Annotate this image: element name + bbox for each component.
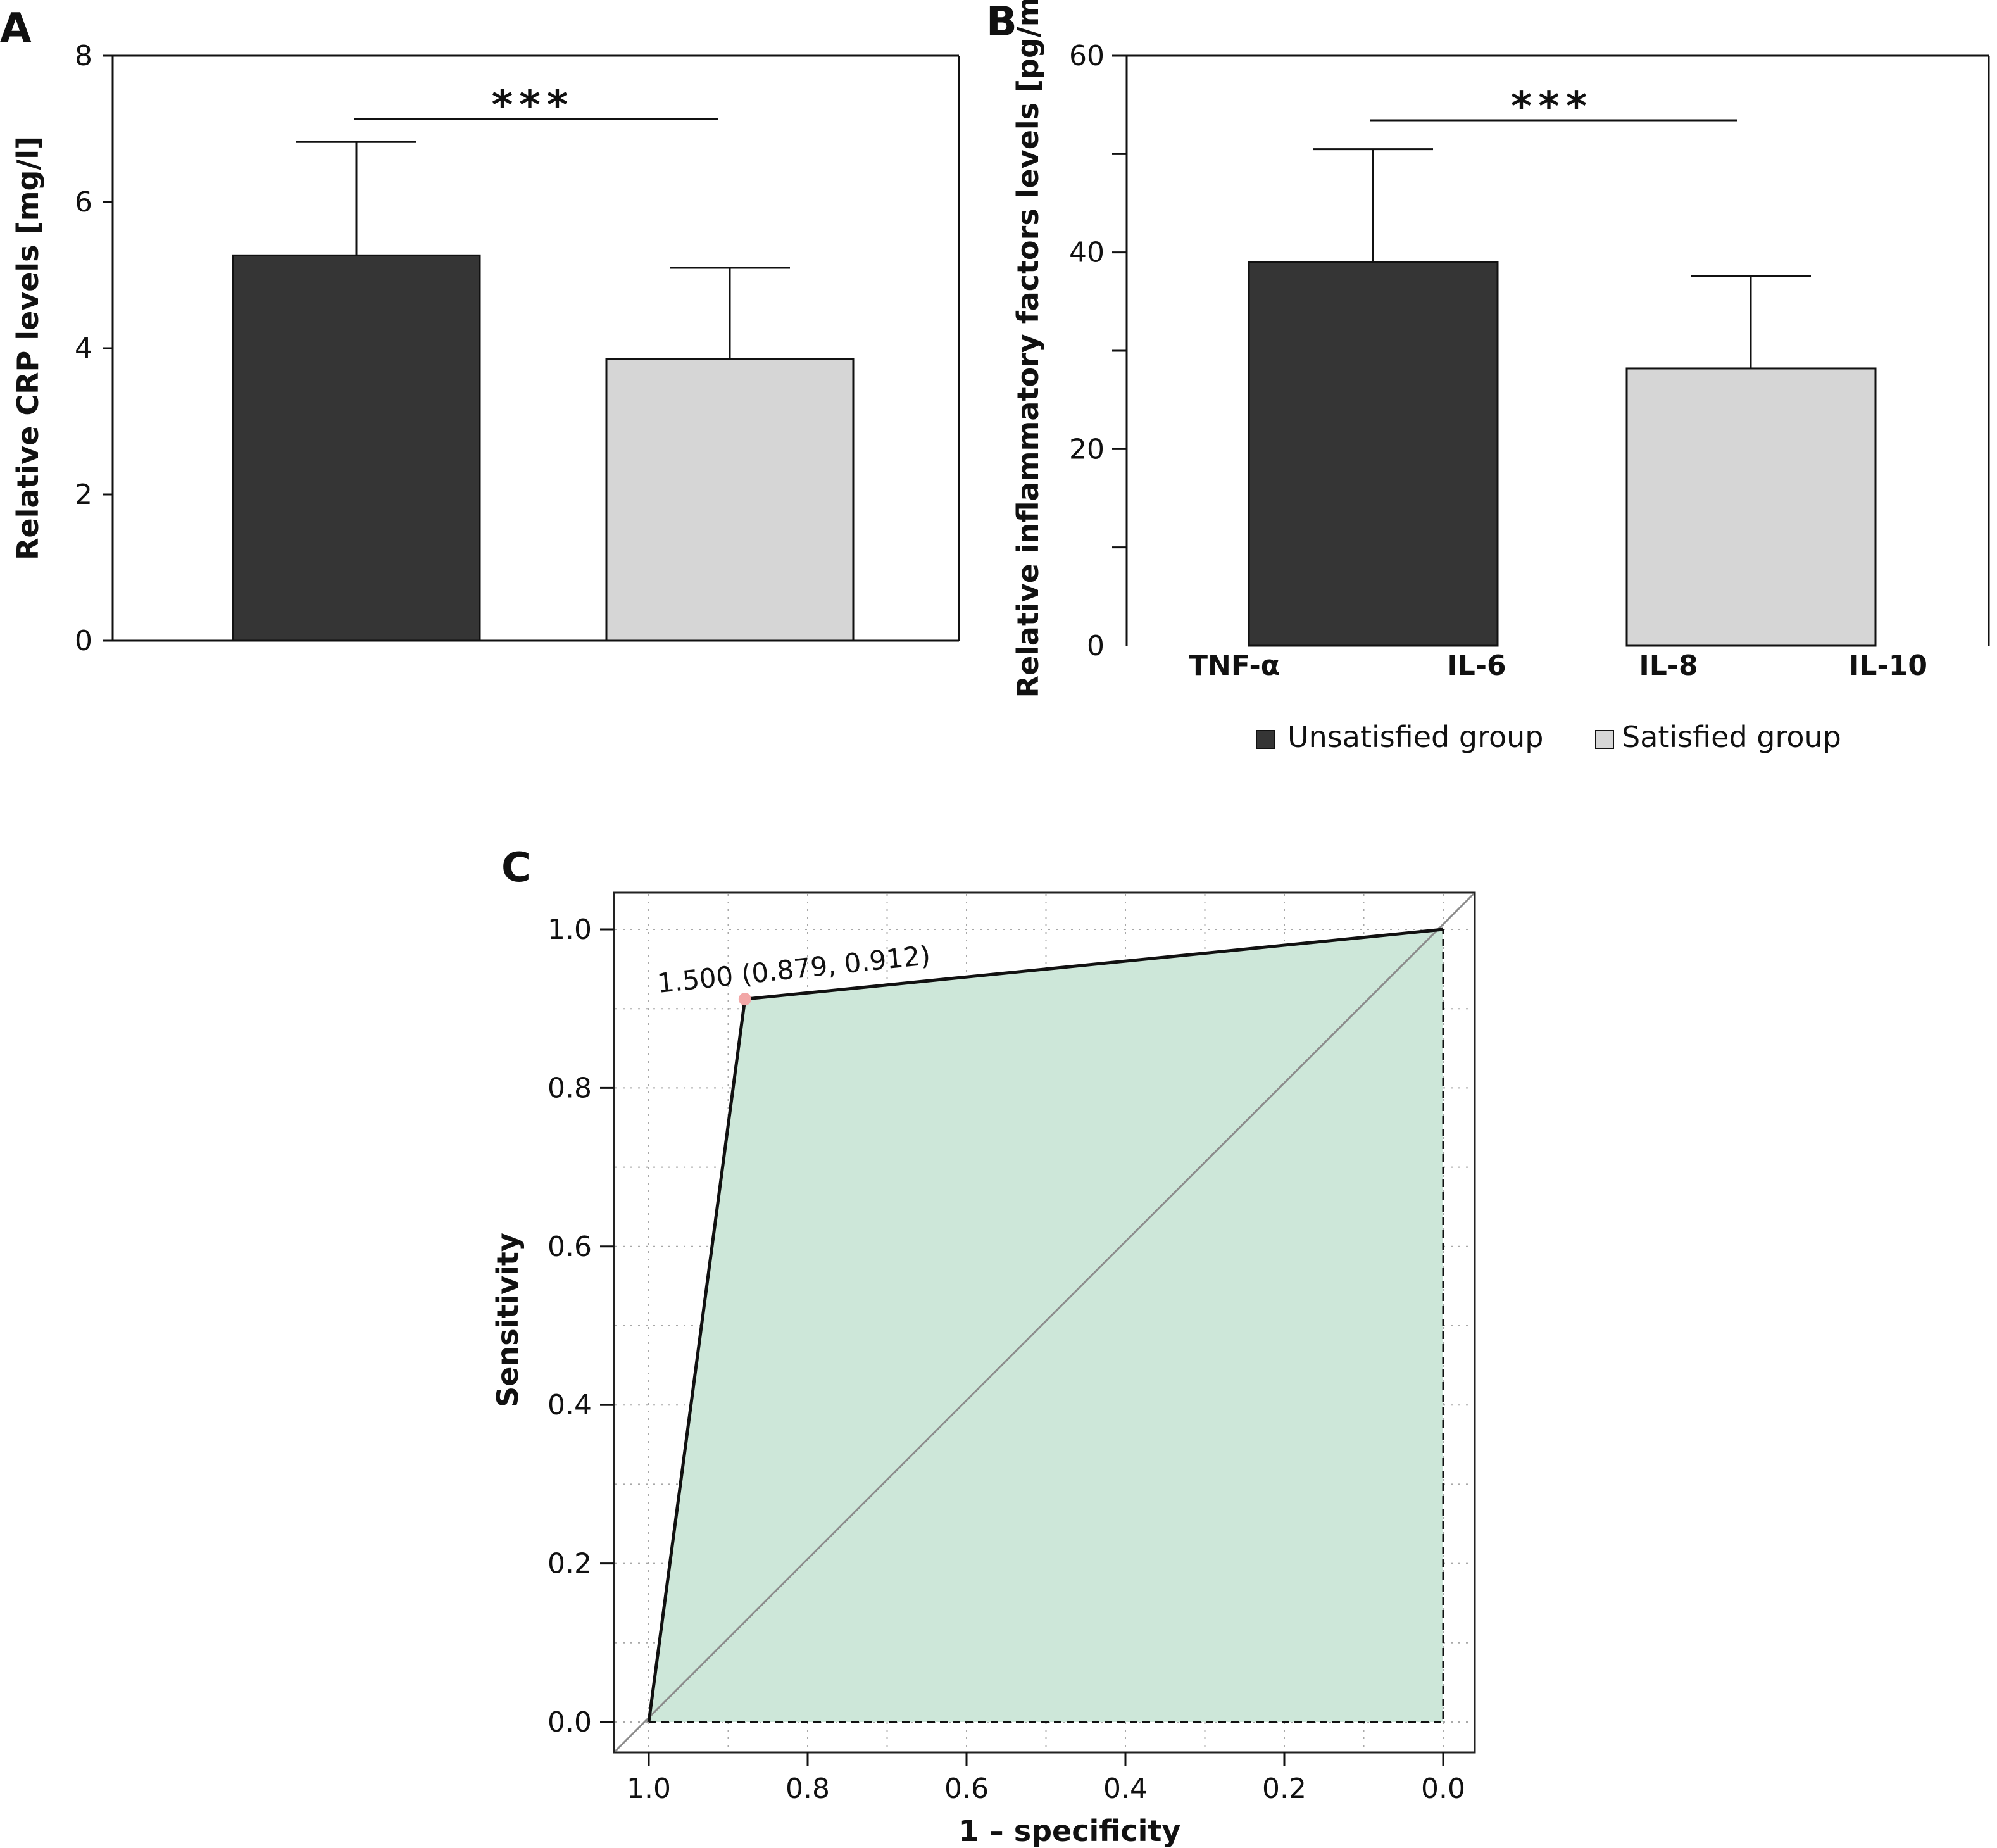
- legend-label-unsatisfied: Unsatisfied group: [1287, 720, 1543, 754]
- panel-a-significance: ***: [354, 82, 718, 129]
- panel-a-bar-satisfied: [605, 358, 855, 642]
- panel-c-y-tick-label: 1.0: [548, 914, 592, 946]
- panel-c-y-tick-label: 0.8: [548, 1072, 592, 1104]
- panel-c: C 1.500 (0.879, 0.912) 1.0 0.8 0.6 0.4 0.2 0.…: [491, 845, 1476, 1848]
- category-label-il-10: IL-10: [1849, 650, 1927, 682]
- panel-a-bar-unsatisfied: [232, 254, 481, 642]
- panel-b: B 0 20 40 60 Relative inflammatory factors …: [986, 0, 1990, 754]
- panel-a-letter: A: [0, 5, 32, 52]
- panel-a-y-axis: 0 2 4 6 8: [75, 40, 113, 657]
- panel-c-x-axis-title: 1 – specificity: [959, 1814, 1181, 1848]
- panel-b-bars: [1248, 148, 1877, 647]
- panel-a-y-tick-label: 8: [75, 40, 92, 72]
- panel-b-bar-unsatisfied: [1248, 261, 1499, 647]
- panel-b-letter: B: [986, 0, 1017, 46]
- panel-a: A 0 2 4 6 8 Relative CRP levels [mg/l] ***: [0, 5, 960, 657]
- panel-a-y-axis-title: Relative CRP levels [mg/l]: [11, 136, 45, 560]
- category-label-il-6: IL-6: [1447, 650, 1506, 682]
- panel-b-y-tick-label: 40: [1069, 237, 1105, 269]
- panel-a-y-tick-label: 0: [75, 625, 92, 657]
- panel-b-y-tick-label: 20: [1069, 433, 1105, 465]
- roc-area-fill: [649, 929, 1443, 1722]
- panel-c-y-tick-label: 0.6: [548, 1231, 592, 1263]
- roc-reference-dashed-border: [649, 929, 1444, 1723]
- panel-a-significance-stars: ***: [492, 82, 574, 129]
- legend: Unsatisfied group Satisfied group: [1256, 720, 1841, 754]
- legend-swatch-satisfied: [1595, 730, 1614, 749]
- panel-c-y-tick-label: 0.0: [548, 1706, 592, 1738]
- panel-c-letter: C: [501, 845, 531, 891]
- panel-c-axes: 1.0 0.8 0.6 0.4 0.2 0.0 0.0 0.2 0.4 0.6 0.8 1.0: [548, 914, 1465, 1805]
- panel-a-y-tick-label: 6: [75, 186, 92, 218]
- panel-b-bar-satisfied: [1625, 367, 1877, 647]
- panel-b-significance: ***: [1370, 84, 1737, 130]
- panel-c-x-tick-label: 0.6: [944, 1773, 989, 1805]
- panel-c-x-tick-label: 0.8: [786, 1773, 830, 1805]
- panel-b-y-tick-label: 0: [1087, 630, 1105, 662]
- panel-c-x-tick-label: 0.4: [1103, 1773, 1148, 1805]
- roc-optimal-point: [738, 993, 751, 1006]
- panel-b-significance-stars: ***: [1511, 84, 1593, 130]
- category-label-tnf-alpha: TNF-α: [1189, 650, 1280, 682]
- panel-c-x-tick-label: 0.0: [1421, 1773, 1465, 1805]
- panel-b-y-axis-title: Relative inflammatory factors levels [pg…: [1011, 0, 1045, 698]
- panel-c-x-tick-label: 1.0: [627, 1773, 671, 1805]
- panel-c-x-tick-label: 0.2: [1262, 1773, 1306, 1805]
- panel-b-category-labels: TNF-α IL-6 IL-8 IL-10: [1189, 650, 1927, 682]
- panel-a-y-tick-label: 2: [75, 479, 92, 511]
- legend-swatch-unsatisfied: [1256, 730, 1275, 749]
- legend-label-satisfied: Satisfied group: [1622, 720, 1841, 754]
- roc-reference-diagonal: [614, 893, 1475, 1752]
- panel-c-y-tick-label: 0.2: [548, 1548, 592, 1580]
- panel-a-bars: [232, 141, 855, 642]
- category-label-il-8: IL-8: [1639, 650, 1698, 682]
- panel-c-y-tick-label: 0.4: [548, 1389, 592, 1421]
- panel-a-y-tick-label: 4: [75, 332, 92, 365]
- panel-c-y-axis-title: Sensitivity: [491, 1233, 525, 1407]
- panel-b-y-tick-label: 60: [1069, 40, 1105, 72]
- panel-b-y-axis: 0 20 40 60: [1069, 40, 1127, 662]
